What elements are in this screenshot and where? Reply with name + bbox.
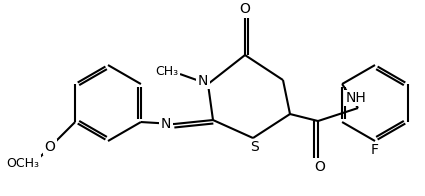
Text: F: F bbox=[371, 143, 379, 157]
Text: N: N bbox=[161, 117, 171, 131]
Text: S: S bbox=[251, 140, 259, 154]
Text: OCH₃: OCH₃ bbox=[7, 157, 40, 170]
Text: N: N bbox=[198, 74, 208, 88]
Text: O: O bbox=[240, 2, 250, 16]
Text: O: O bbox=[314, 160, 326, 174]
Text: NH: NH bbox=[346, 91, 366, 105]
Text: CH₃: CH₃ bbox=[156, 64, 178, 78]
Text: O: O bbox=[45, 140, 56, 154]
